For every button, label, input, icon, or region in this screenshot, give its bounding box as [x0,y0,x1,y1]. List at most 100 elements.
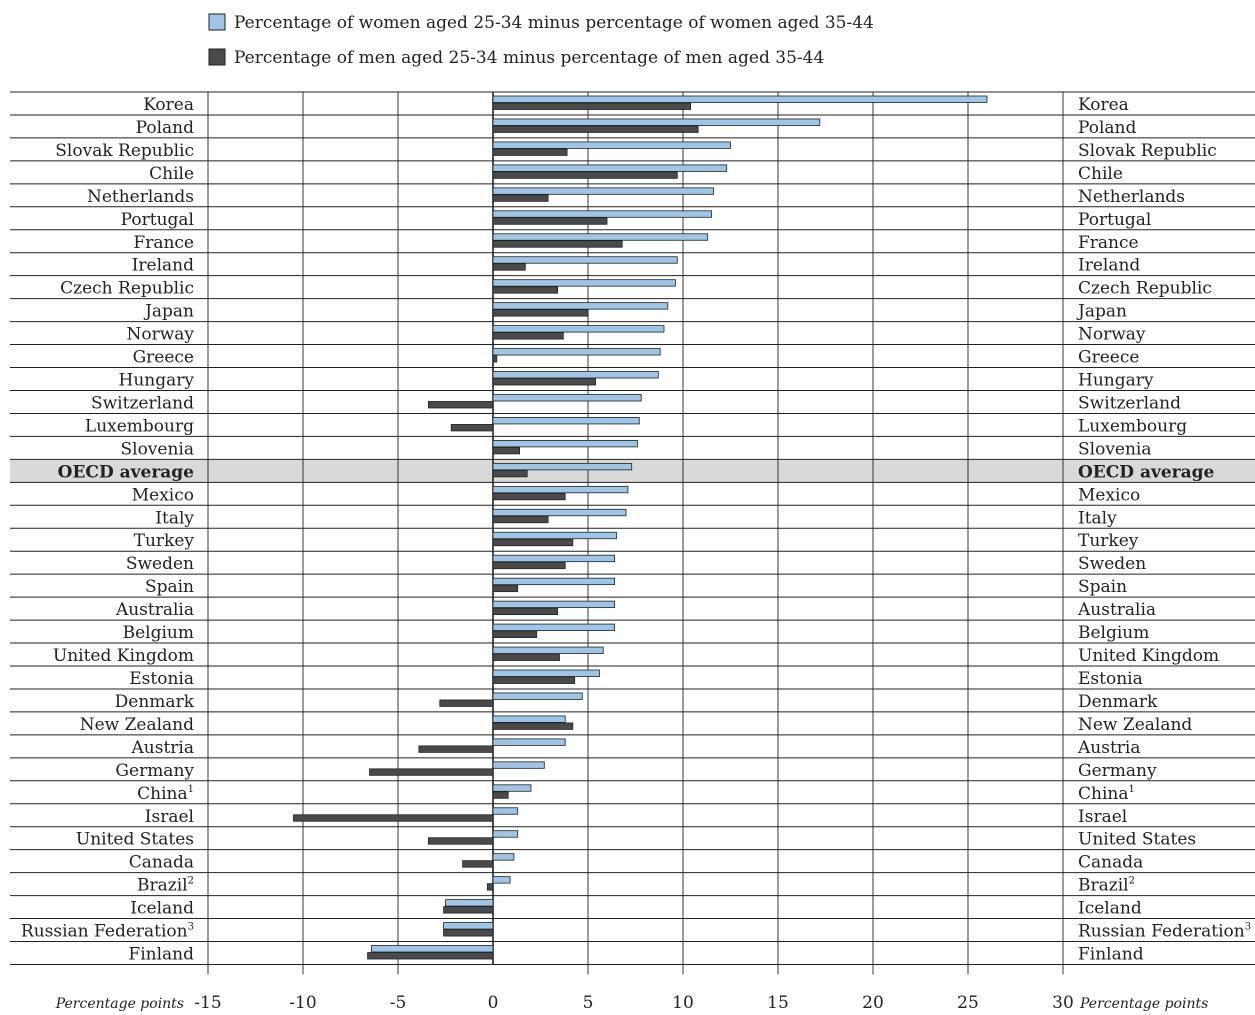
bar-men-35 [486,883,494,891]
category-name: Iceland [130,899,194,919]
bar-women-20 [492,531,617,540]
category-label-right-3: Slovak Republic [1078,141,1217,161]
bar-women-8 [492,256,678,264]
category-label-left-32: Israel [145,807,194,827]
category-name: Turkey [1078,531,1139,551]
bar-men-24 [492,630,538,638]
category-name: Canada [1078,853,1143,873]
category-name: Japan [143,302,194,322]
category-footnote-mark: 1 [1128,784,1134,795]
bar-men-10 [492,309,589,317]
category-name: Iceland [1078,899,1142,919]
category-name: Ireland [132,256,194,276]
category-name: United States [1078,830,1196,850]
category-name: Spain [145,577,194,597]
bar-men-3 [492,148,568,156]
category-label-right-32: Israel [1078,807,1127,827]
legend-label-1: Percentage of women aged 25-34 minus per… [234,13,874,33]
bar-men-17 [492,469,528,478]
category-label-right-2: Poland [1078,118,1137,138]
bar-women-32 [492,807,519,815]
category-name: Netherlands [87,187,194,207]
category-label-right-36: Iceland [1078,899,1142,919]
bar-men-37 [443,929,494,937]
x-tick-label-8: 20 [862,993,884,1011]
category-name: Australia [115,600,194,620]
category-label-right-4: Chile [1078,164,1123,184]
x-tick-label-2: -10 [289,993,316,1011]
category-label-left-9: Czech Republic [60,279,194,299]
bar-women-11 [492,325,665,333]
bar-men-13 [492,378,596,386]
bar-women-13 [492,371,659,379]
category-name: Austria [1077,738,1140,758]
category-label-right-21: Sweden [1078,554,1146,574]
category-label-right-16: Slovenia [1078,439,1152,459]
x-tick-label-3: -5 [390,993,407,1011]
category-name: Mexico [1078,485,1140,505]
bar-men-5 [492,194,549,202]
category-label-right-25: United Kingdom [1078,646,1219,666]
bar-women-12 [492,348,661,356]
bar-men-29 [418,745,494,753]
category-name: Netherlands [1078,187,1185,207]
category-name: Austria [131,738,194,758]
category-footnote-mark: 3 [188,922,194,933]
bar-men-23 [492,607,558,616]
category-label-right-19: Italy [1078,508,1117,528]
category-name: Finland [1078,945,1144,965]
category-name: Slovak Republic [1078,141,1217,161]
category-label-left-12: Greece [133,348,194,368]
category-name: OECD average [58,462,195,482]
category-name: Germany [115,761,194,781]
category-name: Luxembourg [85,416,194,436]
category-label-left-15: Luxembourg [85,416,194,436]
category-name: Italy [1078,508,1117,528]
category-label-left-35: Brazil2 [137,876,194,896]
bar-men-22 [492,584,519,593]
category-label-left-36: Iceland [130,899,194,919]
category-label-left-30: Germany [115,761,194,781]
bar-men-38 [367,952,494,960]
category-label-left-17: OECD average [58,462,195,482]
category-label-left-10: Japan [143,302,194,322]
category-name: Ireland [1078,256,1140,276]
category-name: Germany [1078,761,1157,781]
category-label-right-9: Czech Republic [1078,279,1212,299]
category-name: Canada [129,853,194,873]
category-label-right-14: Switzerland [1078,393,1181,413]
category-name: Denmark [1078,692,1158,712]
category-label-right-8: Ireland [1078,256,1140,276]
bar-women-34 [492,853,515,861]
bar-men-6 [492,217,608,225]
category-name: Slovenia [120,439,194,459]
category-name: Denmark [115,692,195,712]
category-label-left-37: Russian Federation3 [21,922,194,942]
bar-women-4 [492,164,728,172]
category-name: Poland [1078,118,1137,138]
category-footnote-mark: 1 [188,784,194,795]
category-label-left-38: Finland [128,945,194,965]
category-label-left-2: Poland [136,118,195,138]
category-label-right-35: Brazil2 [1078,876,1135,896]
bar-men-12 [492,355,498,363]
category-label-left-16: Slovenia [120,439,194,459]
bar-men-25 [492,653,560,661]
highlight-band [10,459,1255,483]
category-label-right-7: France [1078,233,1139,253]
category-label-right-6: Portugal [1078,210,1151,230]
bar-women-5 [492,187,714,195]
category-label-left-31: China1 [137,784,194,804]
category-label-right-11: Norway [1078,325,1146,345]
category-name: Portugal [121,210,194,230]
bar-men-34 [462,860,494,868]
x-tick-label-6: 10 [672,993,694,1011]
category-name: Slovak Republic [55,141,194,161]
category-name: United Kingdom [53,646,194,666]
bar-women-37 [443,922,494,930]
bar-women-35 [492,876,511,884]
category-name: China [137,784,187,804]
x-tick-label-9: 25 [957,993,979,1011]
